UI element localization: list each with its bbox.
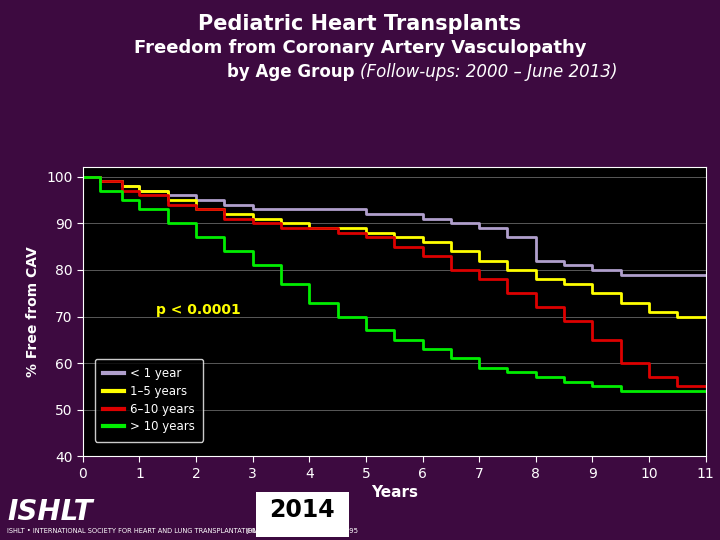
Text: ISHLT • INTERNATIONAL SOCIETY FOR HEART AND LUNG TRANSPLANTATION: ISHLT • INTERNATIONAL SOCIETY FOR HEART …	[7, 528, 258, 534]
Text: 2014: 2014	[269, 498, 336, 522]
Text: by Age Group: by Age Group	[227, 63, 360, 81]
Text: ISHLT: ISHLT	[7, 498, 93, 526]
FancyBboxPatch shape	[256, 492, 349, 537]
X-axis label: Years: Years	[371, 485, 418, 500]
Text: JHLT. 2014 Oct; 33(10): 985-995: JHLT. 2014 Oct; 33(10): 985-995	[246, 528, 359, 534]
Y-axis label: % Free from CAV: % Free from CAV	[27, 246, 40, 377]
Text: (Follow-ups: 2000 – June 2013): (Follow-ups: 2000 – June 2013)	[360, 63, 618, 81]
Text: Freedom from Coronary Artery Vasculopathy: Freedom from Coronary Artery Vasculopath…	[134, 39, 586, 57]
Text: Pediatric Heart Transplants: Pediatric Heart Transplants	[199, 14, 521, 33]
Text: p < 0.0001: p < 0.0001	[156, 303, 241, 317]
Legend: < 1 year, 1–5 years, 6–10 years, > 10 years: < 1 year, 1–5 years, 6–10 years, > 10 ye…	[95, 359, 204, 442]
